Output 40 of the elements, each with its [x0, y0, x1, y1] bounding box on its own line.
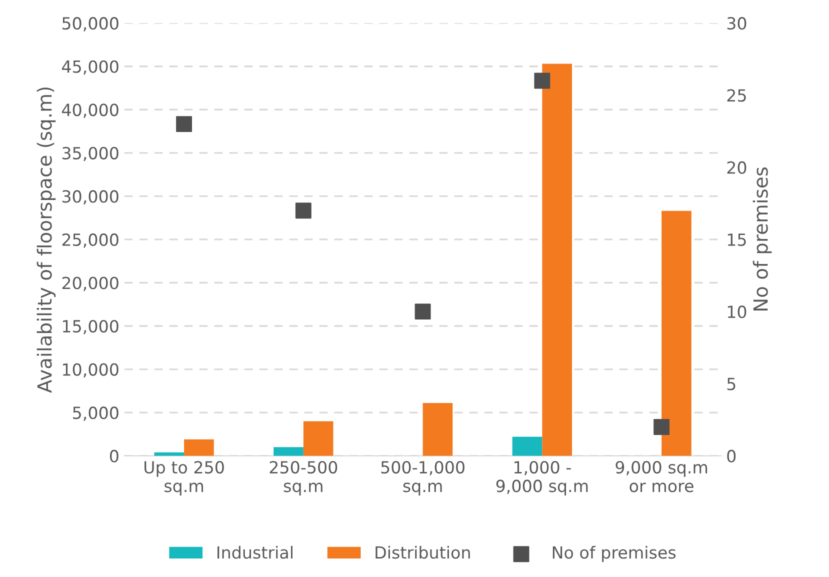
y2-tick-label: 15 [728, 234, 746, 246]
x-tick-label: Up to 250 sq.m [144, 460, 224, 496]
x-tick-label: 1,000 - 9,000 sq.m [496, 460, 588, 496]
y-tick-label: 50,000 [62, 17, 118, 32]
legend-label: Industrial [218, 546, 292, 559]
bar [303, 421, 334, 456]
y-tick-label: 20,000 [62, 276, 118, 291]
y-tick-label: 35,000 [62, 146, 118, 162]
point [176, 116, 192, 132]
y-tick-label: 45,000 [62, 60, 118, 75]
point [414, 304, 431, 320]
y-tick-label: 15,000 [63, 320, 118, 334]
y-tick-label: 30,000 [62, 190, 118, 204]
x-tick-label: 9,000 sq.m or more [616, 460, 708, 492]
legend-label: Distribution [376, 546, 470, 559]
y-tick-label: 0 [110, 450, 118, 462]
y-axis-title: Availability of floorspace (sq.m) [36, 88, 56, 393]
point [654, 419, 670, 435]
point [295, 202, 312, 219]
y-tick-label: 25,000 [62, 233, 118, 248]
y2-tick-label: 25 [727, 89, 746, 102]
point [534, 72, 550, 89]
bar [512, 436, 542, 456]
x-tick-label: 250-500 sq.m [270, 460, 338, 496]
bar [542, 64, 572, 456]
y2-tick-label: 30 [727, 17, 746, 30]
y-tick-label: 5,000 [73, 406, 118, 421]
y-tick-label: 40,000 [62, 104, 118, 118]
y2-axis-title: No of premises [752, 167, 772, 311]
bar [662, 210, 692, 456]
legend-label: No of premises [552, 546, 676, 562]
y2-tick-label: 10 [728, 306, 746, 318]
bar [274, 447, 304, 456]
y2-tick-label: 0 [727, 450, 736, 462]
bar [422, 403, 453, 456]
x-tick-label: 500-1,000 sq.m [381, 460, 464, 496]
y2-tick-label: 5 [727, 378, 736, 390]
y-tick-label: 10,000 [63, 363, 118, 378]
bar [184, 439, 214, 456]
y2-tick-label: 20 [727, 161, 746, 174]
